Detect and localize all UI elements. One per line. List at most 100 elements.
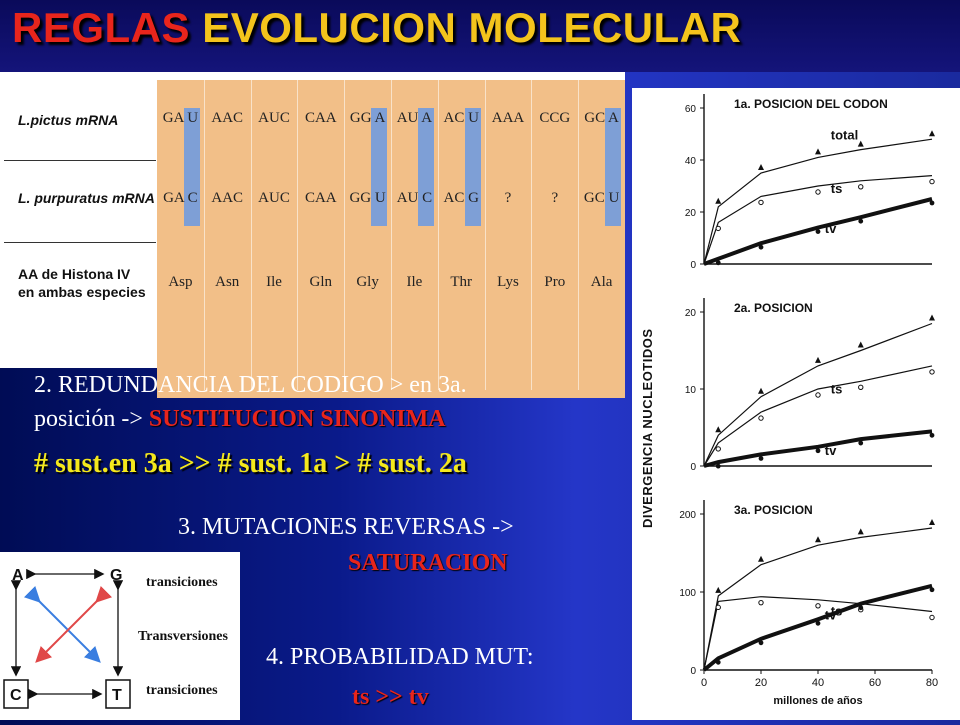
pictus-codon: AC U [443, 110, 479, 126]
data-point [929, 314, 935, 321]
pictus-codon: AAA [491, 110, 525, 126]
third-base-highlight [183, 108, 200, 226]
transition-diagram: A G C T transiciones Transversiones tran… [0, 552, 240, 720]
title-bar [0, 0, 960, 72]
third-base-highlight [371, 108, 387, 226]
data-point [715, 426, 722, 433]
slide-title: REGLAS EVOLUCION MOLECULAR [12, 4, 741, 52]
y-tick-label: 0 [690, 666, 696, 677]
purpuratus-codon: AAC [211, 190, 244, 206]
series-label: ts [831, 181, 843, 196]
y-tick-label: 20 [685, 208, 697, 219]
pictus-codon: AU A [396, 110, 433, 126]
series-line [703, 365, 933, 467]
x-tick-label: 40 [812, 677, 824, 689]
row-separator [4, 242, 156, 243]
data-point [858, 605, 864, 611]
purpuratus-codon: CAA [304, 190, 337, 206]
y-tick-label: 40 [685, 156, 697, 167]
redundancy-line: 2. REDUNDANCIA DEL CODIGO > en 3a. [34, 372, 467, 398]
data-point [857, 528, 864, 535]
pictus-codon: GG A [349, 110, 386, 126]
data-point [715, 225, 721, 232]
label-transiciones-bottom: transiciones [146, 683, 218, 698]
column-divider [297, 80, 299, 390]
x-axis-label: millones de años [773, 695, 862, 707]
pictus-codon: GC A [584, 110, 619, 126]
data-point [858, 440, 864, 446]
data-point [929, 200, 935, 206]
transition-diagram-svg: A G C T transiciones Transversiones tran… [3, 567, 229, 709]
y-tick-label: 200 [679, 510, 696, 521]
pictus-codon: AAC [211, 110, 244, 126]
data-point [929, 614, 935, 621]
data-point [858, 218, 864, 224]
synonymous-substitution: SUSTITUCION SINONIMA [148, 406, 446, 432]
chart-title: 2a. POSICION [734, 301, 813, 315]
series-line [702, 583, 933, 672]
data-point [715, 604, 721, 611]
ts-tv-ratio: ts >> tv [352, 684, 429, 710]
pictus-codon: CAA [304, 110, 337, 126]
data-point [929, 432, 935, 438]
data-point [715, 586, 722, 593]
series-label: tv [825, 221, 837, 236]
data-point [929, 178, 935, 185]
row-label-aa: AA de Histona IV [18, 266, 131, 282]
title-word-reglas: REGLAS [12, 4, 191, 51]
data-point [758, 164, 764, 170]
series-line [703, 429, 933, 468]
column-divider [484, 80, 486, 390]
x-tick-label: 0 [701, 677, 707, 689]
data-point [715, 463, 721, 469]
x-tick-label: 20 [755, 677, 767, 689]
data-point [815, 189, 821, 195]
column-divider [437, 80, 439, 390]
row-label-aa-2: en ambas especies [18, 284, 146, 300]
title-word-evolucion: EVOLUCION MOLECULAR [202, 4, 742, 51]
row-separator [4, 160, 156, 161]
column-divider [203, 80, 205, 390]
data-point [815, 148, 821, 155]
data-point [929, 587, 935, 593]
pictus-codon: CCG [539, 110, 571, 126]
column-divider [391, 80, 392, 390]
pictus-codon: GA U [162, 110, 199, 126]
node-g: G [110, 567, 122, 584]
series-label: ts [831, 381, 843, 396]
y-tick-label: 0 [690, 260, 696, 271]
column-divider [531, 80, 533, 390]
data-point [715, 260, 721, 266]
series-line [703, 138, 933, 265]
data-point [857, 341, 864, 348]
y-tick-label: 60 [685, 104, 697, 115]
data-point [715, 197, 722, 204]
series-label: tv [825, 608, 837, 623]
purpuratus-codon: GA C [163, 190, 198, 206]
data-point [815, 603, 821, 609]
data-point [815, 392, 821, 398]
data-point [858, 384, 864, 390]
data-point [929, 130, 935, 137]
data-point [715, 446, 721, 452]
row-label-pictus: L.pictus mRNA [18, 112, 119, 128]
series-line [703, 197, 933, 266]
node-t: T [112, 687, 122, 704]
amino-acid: Lys [497, 274, 519, 290]
label-transversiones: Transversiones [138, 629, 229, 644]
node-a: A [12, 567, 24, 584]
node-c: C [10, 687, 22, 704]
amino-acid: Asn [215, 274, 240, 290]
label-transiciones-top: transiciones [146, 575, 218, 590]
amino-acid: Ile [266, 274, 282, 290]
purpuratus-codon: AC G [443, 190, 479, 206]
data-point [815, 536, 821, 543]
data-point [815, 229, 821, 235]
data-point [929, 519, 935, 526]
purpuratus-codon: AU C [396, 190, 433, 206]
data-point [929, 369, 935, 375]
y-tick-label: 10 [685, 385, 697, 396]
data-point [758, 387, 764, 394]
synonym-line: posición -> SUSTITUCION SINONIMA [34, 406, 446, 433]
column-divider [344, 80, 346, 390]
